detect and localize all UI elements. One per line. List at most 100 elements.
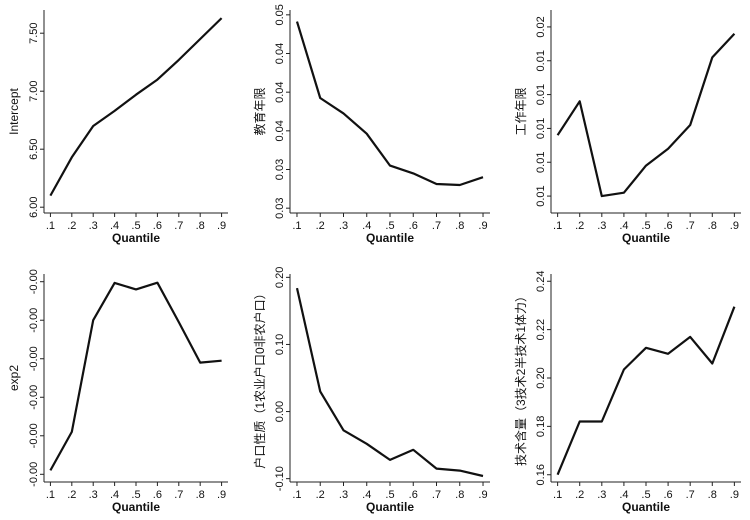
x-tick-label: .6 xyxy=(153,489,162,501)
x-tick-label: .8 xyxy=(708,489,717,501)
x-tick-label: .3 xyxy=(339,220,348,232)
y-tick-label: 0.04 xyxy=(274,81,286,102)
x-tick-label: .5 xyxy=(641,220,650,232)
y-tick-label: 0.01 xyxy=(535,118,547,139)
x-tick-label: .4 xyxy=(619,489,628,501)
y-tick-label: 7.50 xyxy=(28,22,40,43)
x-tick-label: .7 xyxy=(432,489,441,501)
y-axis-title: Intercept xyxy=(7,87,21,134)
y-axis-title: 教育年限 xyxy=(252,87,267,135)
y-tick-label: -0.00 xyxy=(28,308,40,333)
x-tick-label: .6 xyxy=(409,489,418,501)
chart-panel-3: 0.01 0.01 0.01 0.01 0.01 0.02 .1 .2 .3 .4 .5 .6 .7 .8… xyxy=(514,10,741,245)
x-tick-label: .2 xyxy=(67,220,76,232)
y-tick-label: 0.22 xyxy=(535,319,547,340)
x-tick-label: .6 xyxy=(409,220,418,232)
x-tick-label: .3 xyxy=(339,489,348,501)
x-tick-label: .4 xyxy=(110,489,119,501)
x-tick-label: .8 xyxy=(455,489,464,501)
chart-panel-5: -0.10 0.00 0.10 0.20 .1 .2 .3 .4 .5 .6 .7 .8 .9 Quant… xyxy=(252,267,490,514)
y-tick-label: 0.01 xyxy=(535,50,547,71)
x-tick-label: .1 xyxy=(553,489,562,501)
x-tick-label: .8 xyxy=(196,220,205,232)
x-tick-label: .7 xyxy=(174,220,183,232)
x-tick-label: .5 xyxy=(385,489,394,501)
series-line xyxy=(556,306,736,476)
x-tick-label: .2 xyxy=(316,220,325,232)
y-tick-label: 0.03 xyxy=(274,159,286,180)
x-tick-label: .9 xyxy=(478,489,487,501)
y-tick-label: 0.04 xyxy=(274,43,286,64)
x-axis-title: Quantile xyxy=(622,500,670,514)
x-tick-label: .7 xyxy=(686,220,695,232)
y-tick-label: 6.00 xyxy=(28,196,40,217)
x-axis-title: Quantile xyxy=(622,231,670,245)
x-tick-label: .4 xyxy=(362,489,371,501)
x-tick-label: .4 xyxy=(362,220,371,232)
x-tick-label: .3 xyxy=(597,220,606,232)
x-tick-label: .2 xyxy=(575,489,584,501)
y-tick-label: -0.00 xyxy=(28,462,40,487)
x-tick-label: .4 xyxy=(619,220,628,232)
series-line xyxy=(49,281,222,471)
x-tick-label: .9 xyxy=(217,220,226,232)
x-tick-label: .4 xyxy=(110,220,119,232)
x-tick-label: .3 xyxy=(89,220,98,232)
x-tick-label: .8 xyxy=(708,220,717,232)
y-tick-label: 0.20 xyxy=(535,367,547,388)
x-tick-label: .7 xyxy=(686,489,695,501)
x-tick-label: .2 xyxy=(316,489,325,501)
x-tick-label: .6 xyxy=(663,489,672,501)
series-line xyxy=(556,32,736,198)
series-line xyxy=(295,287,484,478)
y-tick-label: 0.20 xyxy=(274,267,286,288)
y-tick-label: 0.03 xyxy=(274,197,286,218)
x-axis-title: Quantile xyxy=(112,231,160,245)
chart-panel-2: 0.03 0.03 0.04 0.04 0.04 0.05 .1 .2 .3 .4 .5 .6 .7 .8… xyxy=(252,4,490,245)
x-tick-label: .9 xyxy=(217,489,226,501)
chart-panel-1: 6.00 6.50 7.00 7.50 .1 .2 .3 .4 .5 .6 .7 .8 .9 Quanti… xyxy=(7,10,228,245)
chart-panel-6: 0.16 0.18 0.20 0.22 0.24 .1 .2 .3 .4 .5 .6 .7 .8 .9 Qu… xyxy=(513,271,741,514)
x-tick-label: .8 xyxy=(455,220,464,232)
x-tick-label: .9 xyxy=(730,220,739,232)
x-tick-label: .2 xyxy=(67,489,76,501)
x-axis-title: Quantile xyxy=(112,500,160,514)
x-tick-label: .1 xyxy=(46,220,55,232)
x-tick-label: .9 xyxy=(478,220,487,232)
x-tick-label: .9 xyxy=(730,489,739,501)
x-tick-label: .3 xyxy=(597,489,606,501)
x-tick-label: .7 xyxy=(432,220,441,232)
x-tick-label: .1 xyxy=(46,489,55,501)
y-axis-title: 户口性质（1农业户口0非农户口） xyxy=(252,287,267,468)
y-tick-label: 6.50 xyxy=(28,138,40,159)
y-tick-label: 0.01 xyxy=(535,152,547,173)
x-tick-label: .5 xyxy=(385,220,394,232)
y-axis-title: 工作年限 xyxy=(514,87,528,135)
x-axis-title: Quantile xyxy=(366,500,414,514)
y-axis-title: 技术含量（3技术2半技术1体力） xyxy=(513,290,528,466)
y-tick-label: -0.10 xyxy=(274,466,286,491)
y-tick-label: 0.02 xyxy=(535,16,547,37)
y-tick-label: 0.04 xyxy=(274,120,286,141)
x-tick-label: .3 xyxy=(89,489,98,501)
y-tick-label: 0.10 xyxy=(274,334,286,355)
x-tick-label: .6 xyxy=(663,220,672,232)
x-tick-label: .2 xyxy=(575,220,584,232)
x-tick-label: .1 xyxy=(292,489,301,501)
y-tick-label: -0.00 xyxy=(28,423,40,448)
y-tick-label: 7.00 xyxy=(28,80,40,101)
y-tick-label: -0.00 xyxy=(28,346,40,371)
x-tick-label: .1 xyxy=(553,220,562,232)
y-tick-label: 0.01 xyxy=(535,84,547,105)
x-tick-label: .8 xyxy=(196,489,205,501)
y-tick-label: -0.00 xyxy=(28,269,40,294)
chart-panel-4: -0.00 -0.00 -0.00 -0.00 -0.00 -0.00 .1 .2 .3 .4 .5… xyxy=(7,269,228,514)
x-tick-label: .5 xyxy=(131,220,140,232)
x-tick-label: .5 xyxy=(641,489,650,501)
y-tick-label: -0.00 xyxy=(28,385,40,410)
y-tick-label: 0.24 xyxy=(535,271,547,292)
y-axis-title: exp2 xyxy=(7,365,21,391)
y-tick-label: 0.05 xyxy=(274,4,286,25)
x-tick-label: .5 xyxy=(131,489,140,501)
